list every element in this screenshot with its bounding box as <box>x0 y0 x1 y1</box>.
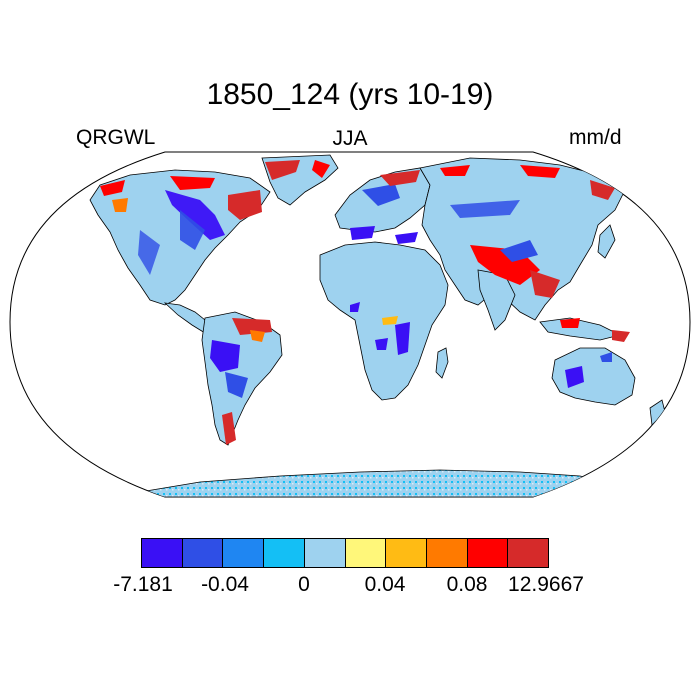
colorbar-tick-label: 0 <box>298 573 310 596</box>
colorbar-swatch-2 <box>181 538 223 568</box>
japan-landmass <box>597 224 616 259</box>
colorbar-swatch-10 <box>507 538 550 568</box>
colorbar-tick-label: -7.181 <box>113 573 173 596</box>
variable-label: QRGWL <box>76 126 156 149</box>
colorbar-swatch-9 <box>466 538 508 568</box>
colorbar-tick-label: 0.08 <box>446 573 488 596</box>
colorbar-swatch-8 <box>425 538 467 568</box>
map-title: 1850_124 (yrs 10-19) <box>206 78 494 111</box>
australia-landmass <box>551 347 636 406</box>
colorbar-swatch-3 <box>222 538 264 568</box>
colorbar-swatch-5 <box>303 538 345 568</box>
colorbar-swatch-4 <box>263 538 304 568</box>
madagascar-landmass <box>435 347 449 379</box>
units-label: mm/d <box>569 126 622 149</box>
colorbar-swatch-6 <box>344 538 386 568</box>
colorbar-tick-label: 12.9667 <box>508 573 584 596</box>
antarctica-landmass <box>139 469 642 497</box>
colorbar-tick-label: -0.04 <box>201 573 249 596</box>
colorbar-tick-label: 0.04 <box>364 573 406 596</box>
colorbar <box>141 538 550 568</box>
colorbar-swatch-1 <box>141 538 182 568</box>
colorbar-swatch-7 <box>385 538 426 568</box>
season-label: JJA <box>332 127 368 150</box>
